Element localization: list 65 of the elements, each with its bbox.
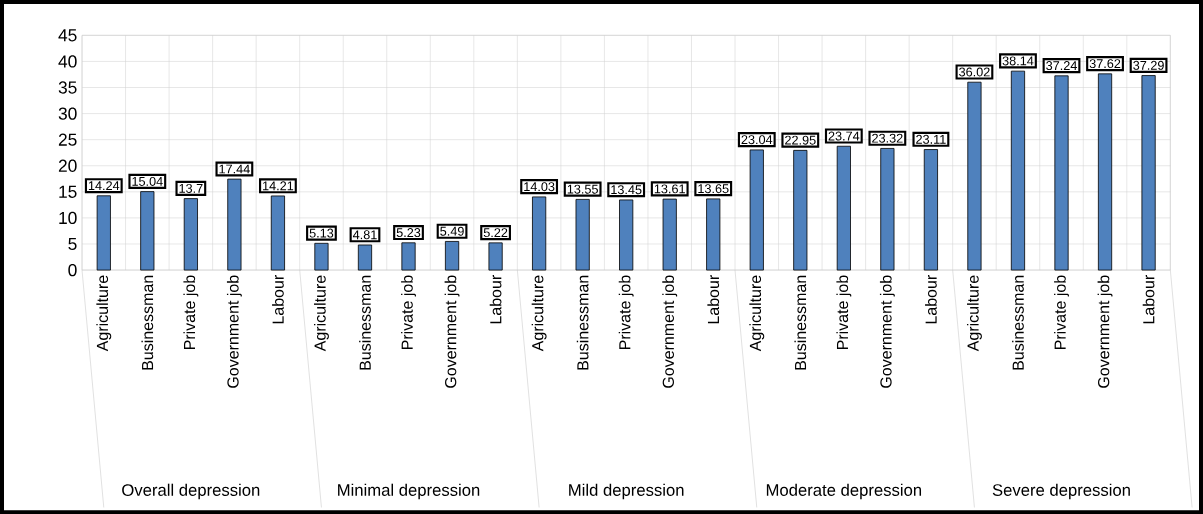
x-tick-label: Businessman: [141, 275, 154, 370]
y-tick-label: 35: [58, 81, 77, 94]
data-label: 23.04: [741, 135, 773, 145]
data-label: 13.65: [698, 184, 729, 194]
x-tick-label: Labour: [489, 275, 502, 324]
text: Severe depression: [992, 483, 1130, 500]
data-label: 5.23: [396, 228, 421, 237]
x-tick-label: Government job: [444, 275, 460, 388]
x-tick-label: Agriculture: [96, 275, 112, 352]
x-tick-label: Agriculture: [966, 275, 982, 352]
data-label: 23.74: [828, 131, 860, 141]
x-tick-label: Agriculture: [531, 275, 547, 352]
text: Overall depression: [122, 483, 260, 500]
y-tick-label: 10: [59, 211, 77, 224]
data-label: 13.55: [567, 184, 598, 194]
x-tick-label: Labour: [272, 275, 284, 324]
y-tick-label: 5: [68, 237, 77, 250]
x-tick-label: Businessman: [359, 275, 371, 370]
x-tick-label: Private job: [1054, 275, 1069, 350]
x-tick-label: Government job: [1097, 275, 1113, 388]
x-tick-label: Labour: [925, 275, 937, 324]
x-tick-label: Government job: [226, 275, 242, 388]
data-label: 37.24: [1046, 61, 1077, 71]
x-tick-label: Private job: [183, 275, 199, 350]
data-label: 22.95: [785, 135, 816, 145]
data-label: 13.45: [611, 185, 642, 195]
data-label: 15.04: [132, 176, 163, 186]
data-label: 23.32: [872, 133, 903, 143]
x-tick-label: Businessman: [794, 275, 807, 370]
data-label: 4.81: [352, 230, 377, 240]
data-label: 14.21: [263, 181, 294, 191]
data-label: 23.11: [916, 134, 946, 144]
data-label: 38.14: [1002, 56, 1034, 66]
y-tick-label: 25: [58, 133, 77, 146]
x-tick-label: Agriculture: [749, 275, 765, 352]
data-label: 14.24: [88, 181, 120, 190]
data-label: 13.61: [654, 184, 685, 194]
y-tick-label: 30: [58, 107, 77, 120]
data-label: 5.22: [483, 228, 508, 238]
x-tick-label: Government job: [879, 275, 895, 388]
text: Mild depression: [569, 483, 684, 500]
x-tick-label: Businessman: [576, 275, 589, 370]
y-tick-label: 20: [58, 159, 77, 172]
y-tick-label: 40: [58, 55, 77, 68]
data-label: 14.03: [524, 182, 555, 192]
data-label: 37.62: [1089, 59, 1121, 69]
x-tick-label: Private job: [401, 275, 416, 350]
data-label: 5.49: [440, 226, 464, 236]
data-label: 36.02: [959, 67, 990, 77]
data-label: 17.44: [219, 164, 250, 174]
x-tick-label: Private job: [836, 275, 852, 350]
data-label: 5.13: [309, 228, 334, 238]
x-tick-label: Businessman: [1012, 275, 1024, 370]
y-tick-label: 0: [68, 263, 77, 277]
data-label: 13.7: [179, 183, 203, 193]
x-tick-label: Private job: [618, 275, 634, 350]
text: Moderate depression: [766, 483, 922, 500]
x-tick-label: Labour: [1142, 275, 1155, 324]
x-tick-label: Labour: [707, 275, 720, 324]
x-tick-label: Agriculture: [314, 275, 329, 352]
y-tick-label: 45: [58, 29, 77, 42]
text: Minimal depression: [338, 483, 480, 500]
y-tick-label: 15: [59, 185, 77, 198]
x-tick-label: Government job: [662, 275, 678, 388]
data-label: 37.29: [1133, 60, 1164, 70]
